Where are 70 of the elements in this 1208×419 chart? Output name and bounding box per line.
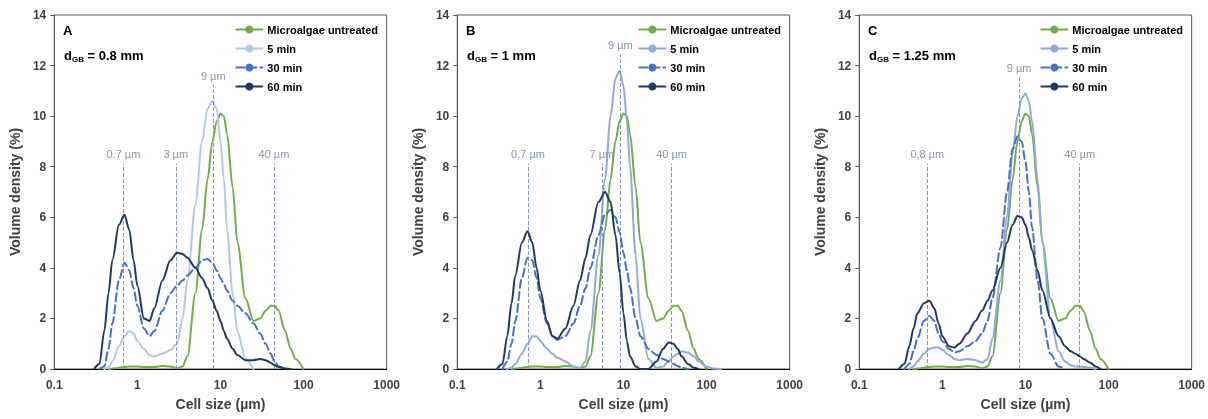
y-tick-label: 4 [442,260,450,275]
ref-line-label: 9 µm [607,39,633,52]
x-axis-title: Cell size (µm) [980,396,1071,412]
y-tick-label: 8 [39,159,47,174]
x-axis-title: Cell size (µm) [175,396,266,412]
ref-line-label: 3 µm [163,148,189,161]
ref-line-label: 40 µm [1064,148,1096,161]
y-tick-label: 10 [32,109,47,124]
y-tick-label: 12 [435,58,450,73]
x-tick-label: 1000 [1178,378,1206,392]
ref-line-label: 0.7 µm [106,148,141,161]
x-tick-label: 1000 [373,378,401,392]
y-tick-label: 6 [39,210,47,225]
ref-line-label: 0,8 µm [910,148,945,161]
y-tick-label: 4 [844,260,852,275]
x-tick-label: 0.1 [45,378,63,392]
legend-label: 60 min [1072,80,1108,93]
y-tick-label: 6 [844,210,852,225]
text: A [63,23,73,38]
y-tick-label: 2 [39,311,47,326]
y-tick-label: 8 [844,159,852,174]
y-tick-label: 6 [442,210,450,225]
legend-label: 30 min [1072,61,1108,74]
legend-label: 5 min [267,42,297,55]
ref-line-label: 9 µm [200,69,226,82]
x-tick-label: 1000 [775,378,803,392]
x-tick-label: 10 [1019,378,1033,392]
x-tick-label: 100 [293,378,314,392]
y-tick-label: 12 [838,58,852,73]
y-tick-label: 14 [32,8,47,22]
legend-label: Microalgae untreated [1072,23,1184,36]
legend-label: 5 min [670,42,700,55]
legend-label: 30 min [670,61,706,74]
x-axis-title: Cell size (µm) [578,396,668,412]
y-tick-label: 10 [435,109,450,124]
y-tick-label: 2 [844,311,852,326]
x-tick-label: 10 [616,378,631,392]
y-tick-label: 0 [39,362,47,376]
x-tick-label: 1 [134,378,142,392]
x-tick-label: 100 [1098,378,1120,392]
x-tick-label: 100 [696,378,717,392]
y-tick-label: 0 [442,362,450,376]
y-tick-label: 14 [435,8,450,22]
y-axis-title: Volume density (%) [409,127,426,257]
text: C [868,23,879,38]
legend-label: Microalgae untreated [670,23,781,36]
y-axis-title: Volume density (%) [812,127,829,257]
x-tick-label: 1 [939,378,947,392]
ref-line-label: 9 µm [1007,61,1032,74]
y-tick-label: 4 [39,260,47,275]
legend-label: Microalgae untreated [267,23,378,36]
x-tick-label: 0.1 [851,378,869,392]
ref-line-label: 40 µm [655,148,687,161]
legend-label: 5 min [1072,42,1102,55]
x-tick-label: 1 [536,378,544,392]
x-tick-label: 0.1 [448,378,466,392]
ref-line-label: 40 µm [258,148,290,161]
y-axis-title: Volume density (%) [7,127,23,257]
y-tick-label: 10 [838,109,852,124]
legend-label: 60 min [670,80,706,93]
text: B [465,23,476,38]
legend-label: 30 min [267,61,303,74]
y-tick-label: 12 [32,58,47,73]
y-tick-label: 0 [844,362,852,376]
y-tick-label: 8 [442,159,450,174]
legend-label: 60 min [267,80,303,93]
x-tick-label: 10 [213,378,228,392]
y-tick-label: 2 [442,311,450,326]
ref-line-label: 0,7 µm [510,148,545,161]
y-tick-label: 14 [838,8,852,22]
